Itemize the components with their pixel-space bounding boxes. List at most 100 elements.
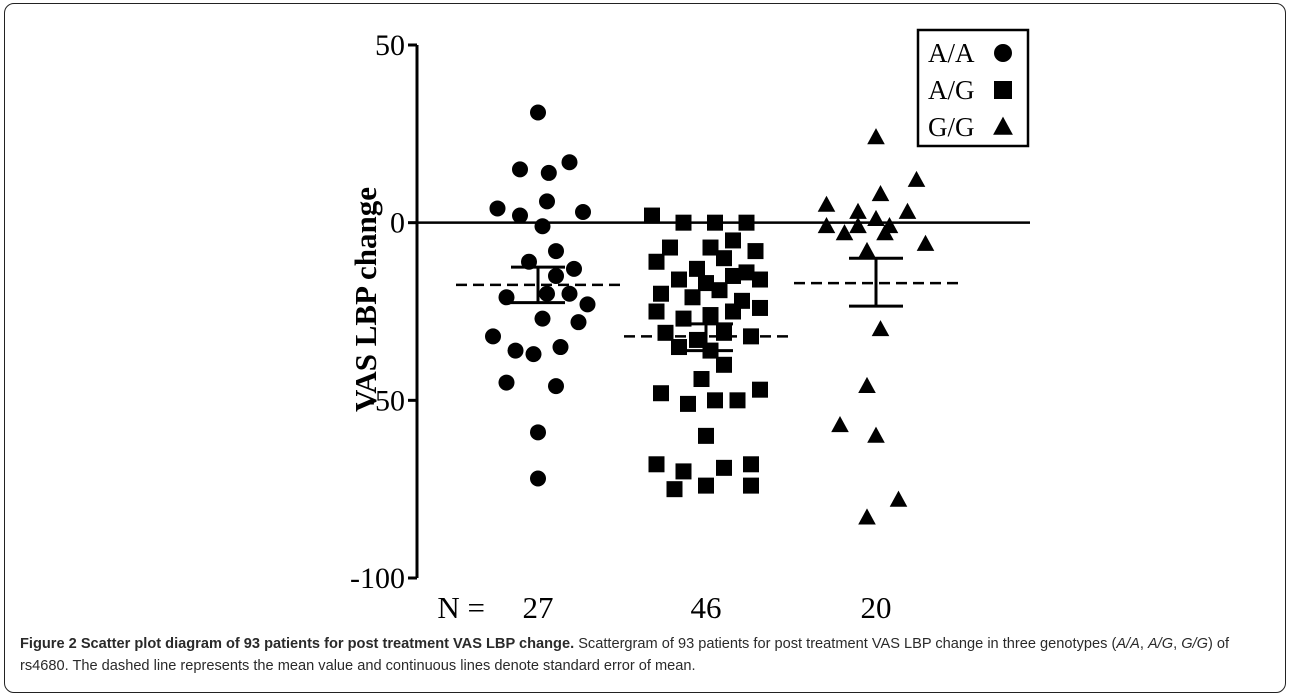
- data-point: [507, 342, 524, 359]
- legend-marker-circle: [994, 44, 1012, 62]
- data-point: [707, 392, 723, 409]
- data-point: [539, 285, 555, 302]
- data-point: [698, 477, 714, 494]
- data-point: [876, 224, 894, 241]
- data-point: [738, 264, 755, 281]
- data-point: [675, 214, 692, 231]
- data-point: [653, 285, 669, 302]
- data-point: [831, 416, 849, 433]
- data-point: [548, 243, 564, 260]
- data-point: [644, 207, 660, 224]
- data-point: [498, 289, 515, 306]
- data-point: [561, 285, 578, 302]
- data-point: [512, 161, 528, 178]
- figure-frame: [4, 3, 1286, 693]
- data-point: [738, 214, 755, 231]
- data-point: [648, 303, 665, 320]
- caption-label: Figure 2 Scatter plot diagram of 93 pati…: [20, 636, 575, 652]
- data-point: [530, 470, 546, 487]
- data-point: [534, 218, 551, 235]
- data-point: [752, 271, 768, 288]
- data-point: [693, 371, 710, 388]
- data-point: [725, 303, 741, 320]
- caption-genotype-3: G/G: [1181, 636, 1208, 652]
- data-point: [817, 217, 836, 234]
- n-prefix-label: N =: [437, 590, 485, 625]
- y-axis-title: VAS LBP change: [348, 187, 383, 412]
- data-point: [916, 234, 935, 251]
- data-point: [680, 395, 696, 412]
- data-point: [575, 204, 591, 221]
- data-point: [817, 195, 836, 212]
- data-point: [716, 459, 732, 476]
- data-point: [539, 193, 555, 210]
- data-point: [698, 275, 714, 292]
- data-point: [898, 202, 917, 219]
- legend-label: A/A: [928, 38, 975, 68]
- data-point: [835, 224, 854, 241]
- data-point: [743, 456, 759, 473]
- data-point: [871, 185, 890, 202]
- n-count-label: 46: [691, 590, 722, 625]
- data-point: [498, 374, 515, 391]
- data-point: [566, 260, 582, 277]
- caption-genotype-1: A/A: [1116, 636, 1140, 652]
- data-point: [752, 299, 768, 316]
- figure-caption: Figure 2 Scatter plot diagram of 93 pati…: [20, 633, 1278, 677]
- y-tick-label: -100: [350, 562, 405, 595]
- data-point: [867, 426, 885, 443]
- data-point: [871, 320, 890, 337]
- data-point: [540, 164, 557, 181]
- data-point: [889, 490, 908, 507]
- data-point: [530, 424, 546, 441]
- data-point: [662, 239, 678, 256]
- data-point: [752, 381, 768, 398]
- data-point: [530, 104, 546, 121]
- data-point: [716, 356, 732, 373]
- legend-label: G/G: [928, 112, 975, 142]
- data-point: [489, 200, 506, 217]
- data-point: [743, 477, 759, 494]
- data-point: [561, 154, 578, 171]
- data-point: [867, 128, 885, 145]
- data-point: [671, 339, 687, 356]
- data-point: [858, 508, 876, 525]
- data-point: [711, 282, 728, 299]
- data-point: [666, 481, 683, 498]
- caption-text-after: ) of rs4680. The dashed line represents …: [20, 636, 1230, 674]
- data-point: [907, 170, 926, 187]
- data-point: [512, 207, 528, 224]
- data-point: [689, 260, 705, 277]
- n-count-label: 20: [861, 590, 892, 625]
- data-point: [552, 339, 569, 356]
- data-point: [653, 385, 669, 402]
- data-point: [729, 392, 746, 409]
- legend-label: A/G: [928, 75, 975, 105]
- data-point: [648, 456, 665, 473]
- data-point: [675, 463, 692, 480]
- data-point: [579, 296, 596, 313]
- data-point: [716, 324, 732, 341]
- data-point: [702, 307, 719, 324]
- data-point: [684, 289, 701, 306]
- y-tick-label: 0: [390, 207, 405, 240]
- data-point: [702, 239, 719, 256]
- caption-text-before: Scattergram of 93 patients for post trea…: [574, 636, 1117, 652]
- data-point: [657, 324, 674, 341]
- data-point: [548, 267, 564, 284]
- data-point: [525, 346, 542, 363]
- data-point: [716, 250, 732, 267]
- legend-marker-square: [994, 81, 1012, 99]
- data-point: [747, 243, 764, 260]
- legend-marker-triangle: [993, 116, 1013, 135]
- y-tick-label: 50: [375, 29, 405, 62]
- data-point: [698, 427, 714, 444]
- data-point: [534, 310, 551, 327]
- data-point: [707, 214, 723, 231]
- data-point: [570, 314, 587, 331]
- data-point: [725, 267, 741, 284]
- data-point: [725, 232, 741, 249]
- caption-genotype-2: A/G: [1147, 636, 1174, 652]
- data-point: [858, 376, 876, 394]
